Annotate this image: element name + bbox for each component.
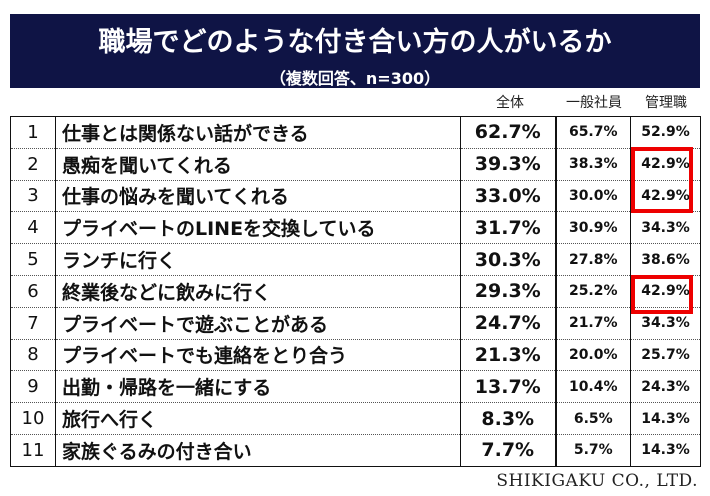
- row-label: プライベートで遊ぶことがある: [55, 306, 461, 340]
- row-label: プライベートのLINEを交換している: [55, 211, 461, 245]
- table-row: 7 プライベートで遊ぶことがある 24.7% 21.7% 34.3%: [10, 306, 701, 340]
- value-general: 10.4%: [555, 370, 631, 404]
- value-manager: 42.9%: [630, 147, 701, 181]
- row-number: 2: [10, 147, 56, 181]
- value-total: 7.7%: [460, 433, 557, 467]
- table-row: 9 出勤・帰路を一緒にする 13.7% 10.4% 24.3%: [10, 370, 701, 404]
- value-general: 25.2%: [555, 274, 631, 308]
- row-label: 家族ぐるみの付き合い: [55, 433, 461, 467]
- row-number: 4: [10, 211, 56, 245]
- value-total: 29.3%: [460, 274, 557, 308]
- row-label: 出勤・帰路を一緒にする: [55, 370, 461, 404]
- value-manager: 42.9%: [630, 179, 701, 213]
- value-general: 38.3%: [555, 147, 631, 181]
- row-number: 3: [10, 179, 56, 213]
- value-general: 30.0%: [555, 179, 631, 213]
- page-subtitle: （複数回答、n=300）: [269, 69, 441, 88]
- table-row: 6 終業後などに飲みに行く 29.3% 25.2% 42.9%: [10, 274, 701, 308]
- value-manager: 25.7%: [630, 338, 701, 372]
- value-manager: 24.3%: [630, 370, 701, 404]
- row-label: 仕事とは関係ない話ができる: [55, 116, 461, 149]
- value-manager: 34.3%: [630, 306, 701, 340]
- row-number: 10: [10, 402, 56, 435]
- value-total: 30.3%: [460, 243, 557, 276]
- value-manager: 14.3%: [630, 402, 701, 435]
- value-general: 65.7%: [555, 116, 631, 149]
- value-general: 21.7%: [555, 306, 631, 340]
- value-total: 8.3%: [460, 402, 557, 435]
- row-number: 8: [10, 338, 56, 372]
- row-number: 1: [10, 116, 56, 149]
- value-general: 27.8%: [555, 243, 631, 276]
- table-row: 5 ランチに行く 30.3% 27.8% 38.6%: [10, 243, 701, 276]
- table-row: 11 家族ぐるみの付き合い 7.7% 5.7% 14.3%: [10, 433, 701, 467]
- value-general: 5.7%: [555, 433, 631, 467]
- row-label: 仕事の悩みを聞いてくれる: [55, 179, 461, 213]
- value-total: 31.7%: [460, 211, 557, 245]
- table-row: 2 愚痴を聞いてくれる 39.3% 38.3% 42.9%: [10, 147, 701, 181]
- row-number: 11: [10, 433, 56, 467]
- value-general: 30.9%: [555, 211, 631, 245]
- column-header-general: 一般社員: [566, 95, 622, 111]
- value-general: 6.5%: [555, 402, 631, 435]
- company-credit: SHIKIGAKU CO., LTD.: [496, 471, 698, 491]
- column-header-total: 全体: [496, 95, 524, 111]
- column-header-manager: 管理職: [645, 95, 687, 111]
- value-manager: 52.9%: [630, 116, 701, 149]
- row-label: プライベートでも連絡をとり合う: [55, 338, 461, 372]
- table-row: 1 仕事とは関係ない話ができる 62.7% 65.7% 52.9%: [10, 116, 701, 149]
- table-row: 8 プライベートでも連絡をとり合う 21.3% 20.0% 25.7%: [10, 338, 701, 372]
- value-total: 13.7%: [460, 370, 557, 404]
- value-total: 33.0%: [460, 179, 557, 213]
- row-label: 旅行へ行く: [55, 402, 461, 435]
- table-row: 3 仕事の悩みを聞いてくれる 33.0% 30.0% 42.9%: [10, 179, 701, 213]
- row-number: 6: [10, 274, 56, 308]
- title-banner: 職場でどのような付き合い方の人がいるか （複数回答、n=300）: [10, 14, 700, 88]
- row-number: 7: [10, 306, 56, 340]
- table-row: 4 プライベートのLINEを交換している 31.7% 30.9% 34.3%: [10, 211, 701, 245]
- value-total: 24.7%: [460, 306, 557, 340]
- results-table: 1 仕事とは関係ない話ができる 62.7% 65.7% 52.9% 2 愚痴を聞いてくれる 3…: [10, 116, 701, 467]
- value-total: 39.3%: [460, 147, 557, 181]
- value-manager: 14.3%: [630, 433, 701, 467]
- row-label: 愚痴を聞いてくれる: [55, 147, 461, 181]
- value-manager: 42.9%: [630, 274, 701, 308]
- value-total: 62.7%: [460, 116, 557, 149]
- value-manager: 38.6%: [630, 243, 701, 276]
- value-general: 20.0%: [555, 338, 631, 372]
- table-row: 10 旅行へ行く 8.3% 6.5% 14.3%: [10, 402, 701, 435]
- row-label: 終業後などに飲みに行く: [55, 274, 461, 308]
- value-total: 21.3%: [460, 338, 557, 372]
- row-number: 9: [10, 370, 56, 404]
- row-number: 5: [10, 243, 56, 276]
- page-title: 職場でどのような付き合い方の人がいるか: [98, 27, 612, 58]
- row-label: ランチに行く: [55, 243, 461, 276]
- value-manager: 34.3%: [630, 211, 701, 245]
